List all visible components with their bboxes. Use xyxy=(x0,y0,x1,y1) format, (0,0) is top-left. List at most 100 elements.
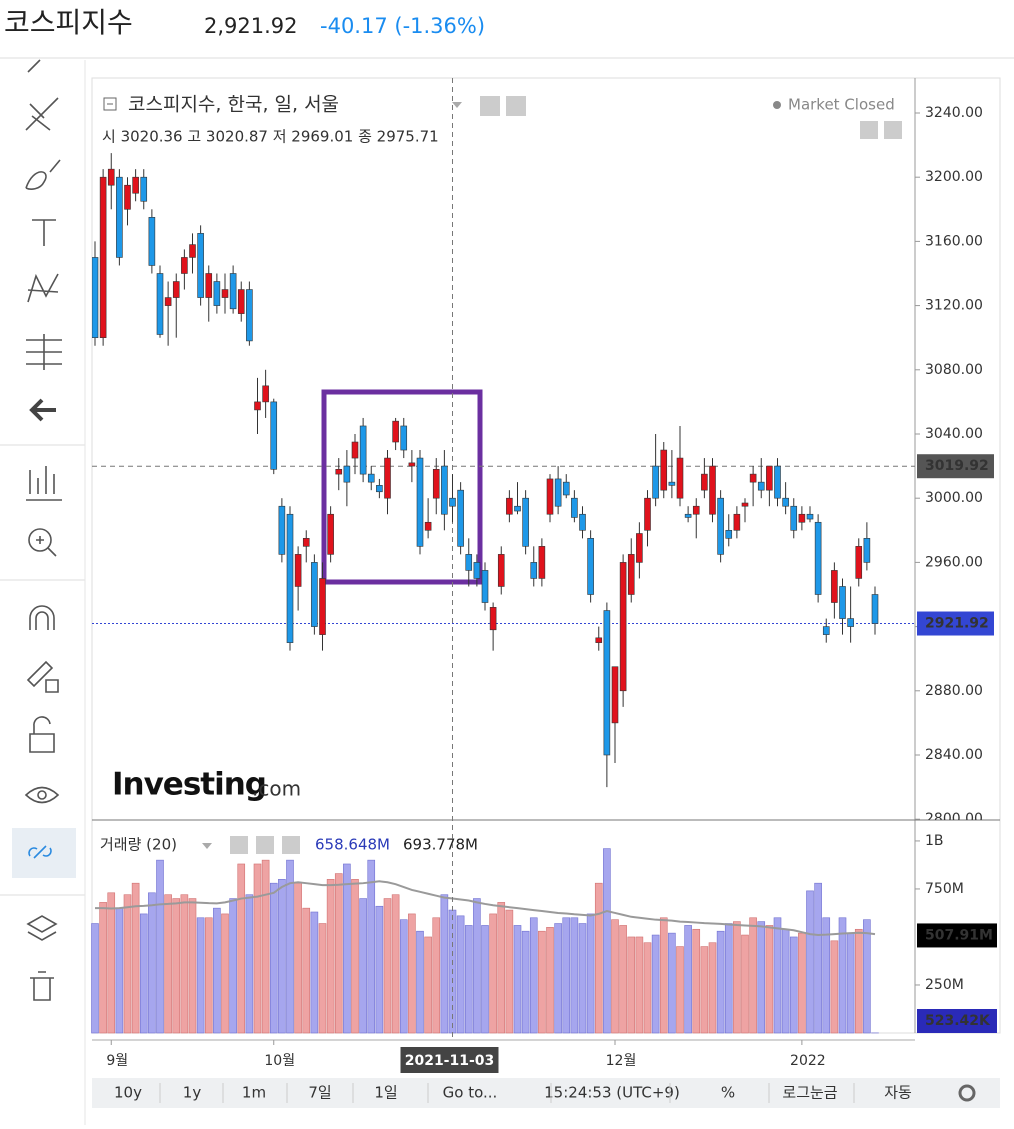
volume-bar xyxy=(400,920,407,1033)
volume-bar xyxy=(482,925,489,1033)
tool-icon[interactable] xyxy=(26,334,62,370)
volume-bar xyxy=(213,908,220,1033)
candle-body xyxy=(92,257,98,337)
candle-body xyxy=(376,485,382,491)
tool-icon[interactable] xyxy=(30,972,54,1000)
candle-body xyxy=(157,273,163,334)
volume-bar xyxy=(652,935,659,1033)
y-tick-label: 2840.00 xyxy=(925,747,983,763)
tool-icon[interactable] xyxy=(26,788,58,803)
candle-body xyxy=(596,638,602,643)
candle-body xyxy=(693,506,699,514)
candle-body xyxy=(775,466,781,498)
candle-body xyxy=(206,273,212,297)
candle-body xyxy=(425,522,431,530)
volume-bar xyxy=(758,922,765,1033)
candle-body xyxy=(149,217,155,265)
candle-body xyxy=(547,479,553,514)
scroll-button[interactable] xyxy=(884,121,902,139)
volume-bar xyxy=(157,860,164,1033)
tool-icon[interactable] xyxy=(30,606,54,630)
toolbar-button[interactable]: 10y xyxy=(114,1084,142,1102)
candle-body xyxy=(328,514,334,554)
y-tick-label: 2880.00 xyxy=(925,683,983,699)
volume-marker-label: 523.42K xyxy=(925,1013,991,1029)
volume-bar xyxy=(148,893,155,1033)
toolbar-button[interactable]: Go to... xyxy=(443,1084,498,1102)
settings-icon[interactable] xyxy=(230,836,248,854)
tool-icon[interactable] xyxy=(28,274,58,302)
volume-bar xyxy=(270,883,277,1033)
y-tick-label: 250M xyxy=(925,977,964,993)
volume-bar xyxy=(628,937,635,1033)
volume-bar xyxy=(555,924,562,1033)
candle-body xyxy=(734,514,740,530)
toolbar-button[interactable]: 1m xyxy=(242,1084,266,1102)
candle-body xyxy=(222,290,228,298)
tool-icon[interactable] xyxy=(28,916,56,940)
candle-body xyxy=(450,498,456,506)
tool-icon[interactable] xyxy=(26,466,62,500)
volume-bar xyxy=(677,947,684,1033)
left-toolbar xyxy=(0,60,85,1000)
volume-bar xyxy=(742,935,749,1033)
candle-body xyxy=(677,458,683,498)
x-tick-label: 2022 xyxy=(790,1053,826,1069)
candle-body xyxy=(238,290,244,314)
candle-body xyxy=(685,514,691,517)
toolbar-button[interactable]: 1y xyxy=(183,1084,202,1102)
settings-icon[interactable] xyxy=(256,836,274,854)
tool-icon[interactable] xyxy=(28,662,58,692)
volume-bar xyxy=(254,864,261,1033)
candle-body xyxy=(555,479,561,506)
volume-bar xyxy=(165,895,172,1033)
y-tick-label: 3240.00 xyxy=(925,105,983,121)
tool-icon[interactable] xyxy=(26,160,60,189)
volume-bar xyxy=(660,918,667,1033)
volume-bar xyxy=(465,925,472,1033)
toolbar-button[interactable]: 15:24:53 (UTC+9) xyxy=(544,1084,680,1102)
volume-readout: 693.778M xyxy=(403,836,478,854)
settings-icon[interactable] xyxy=(480,96,500,116)
candle-body xyxy=(214,282,220,306)
volume-bar xyxy=(798,933,805,1033)
volume-bar xyxy=(807,891,814,1033)
toolbar-button[interactable]: 로그눈금 xyxy=(782,1084,837,1102)
volume-bar xyxy=(644,943,651,1033)
volume-bar xyxy=(579,924,586,1033)
candle-body xyxy=(458,490,464,546)
tool-icon[interactable] xyxy=(28,60,40,72)
toolbar-button[interactable]: 7일 xyxy=(308,1084,331,1102)
toolbar-button[interactable]: 자동 xyxy=(884,1084,912,1102)
candle-body xyxy=(750,474,756,482)
volume-bar xyxy=(189,899,196,1033)
settings-icon[interactable] xyxy=(506,96,526,116)
candle-body xyxy=(279,506,285,554)
candle-body xyxy=(490,607,496,629)
tool-icon[interactable] xyxy=(30,717,54,752)
tool-icon[interactable] xyxy=(32,220,56,246)
symbol-name: 코스피지수 xyxy=(4,6,133,39)
candle-body xyxy=(474,562,480,578)
tool-icon[interactable] xyxy=(26,98,58,130)
volume-bar xyxy=(473,899,480,1033)
scroll-button[interactable] xyxy=(860,121,878,139)
close-icon[interactable] xyxy=(282,836,300,854)
candle-body xyxy=(799,514,805,522)
volume-bar xyxy=(303,908,310,1033)
volume-bar xyxy=(563,918,570,1033)
toolbar-button[interactable]: % xyxy=(721,1084,735,1102)
candle-body xyxy=(409,463,415,466)
candle-body xyxy=(661,450,667,490)
volume-bar xyxy=(319,924,326,1033)
toolbar-button[interactable]: 1일 xyxy=(374,1084,397,1102)
x-tick-label: 10월 xyxy=(264,1053,295,1069)
candle-body xyxy=(726,530,732,538)
candle-body xyxy=(653,466,659,498)
candle-body xyxy=(190,245,196,258)
price-change: -40.17 (-1.36%) xyxy=(320,14,485,38)
volume-bar xyxy=(506,910,513,1033)
tool-icon[interactable] xyxy=(32,400,56,420)
candle-body xyxy=(831,570,837,602)
volume-bar xyxy=(668,933,675,1033)
